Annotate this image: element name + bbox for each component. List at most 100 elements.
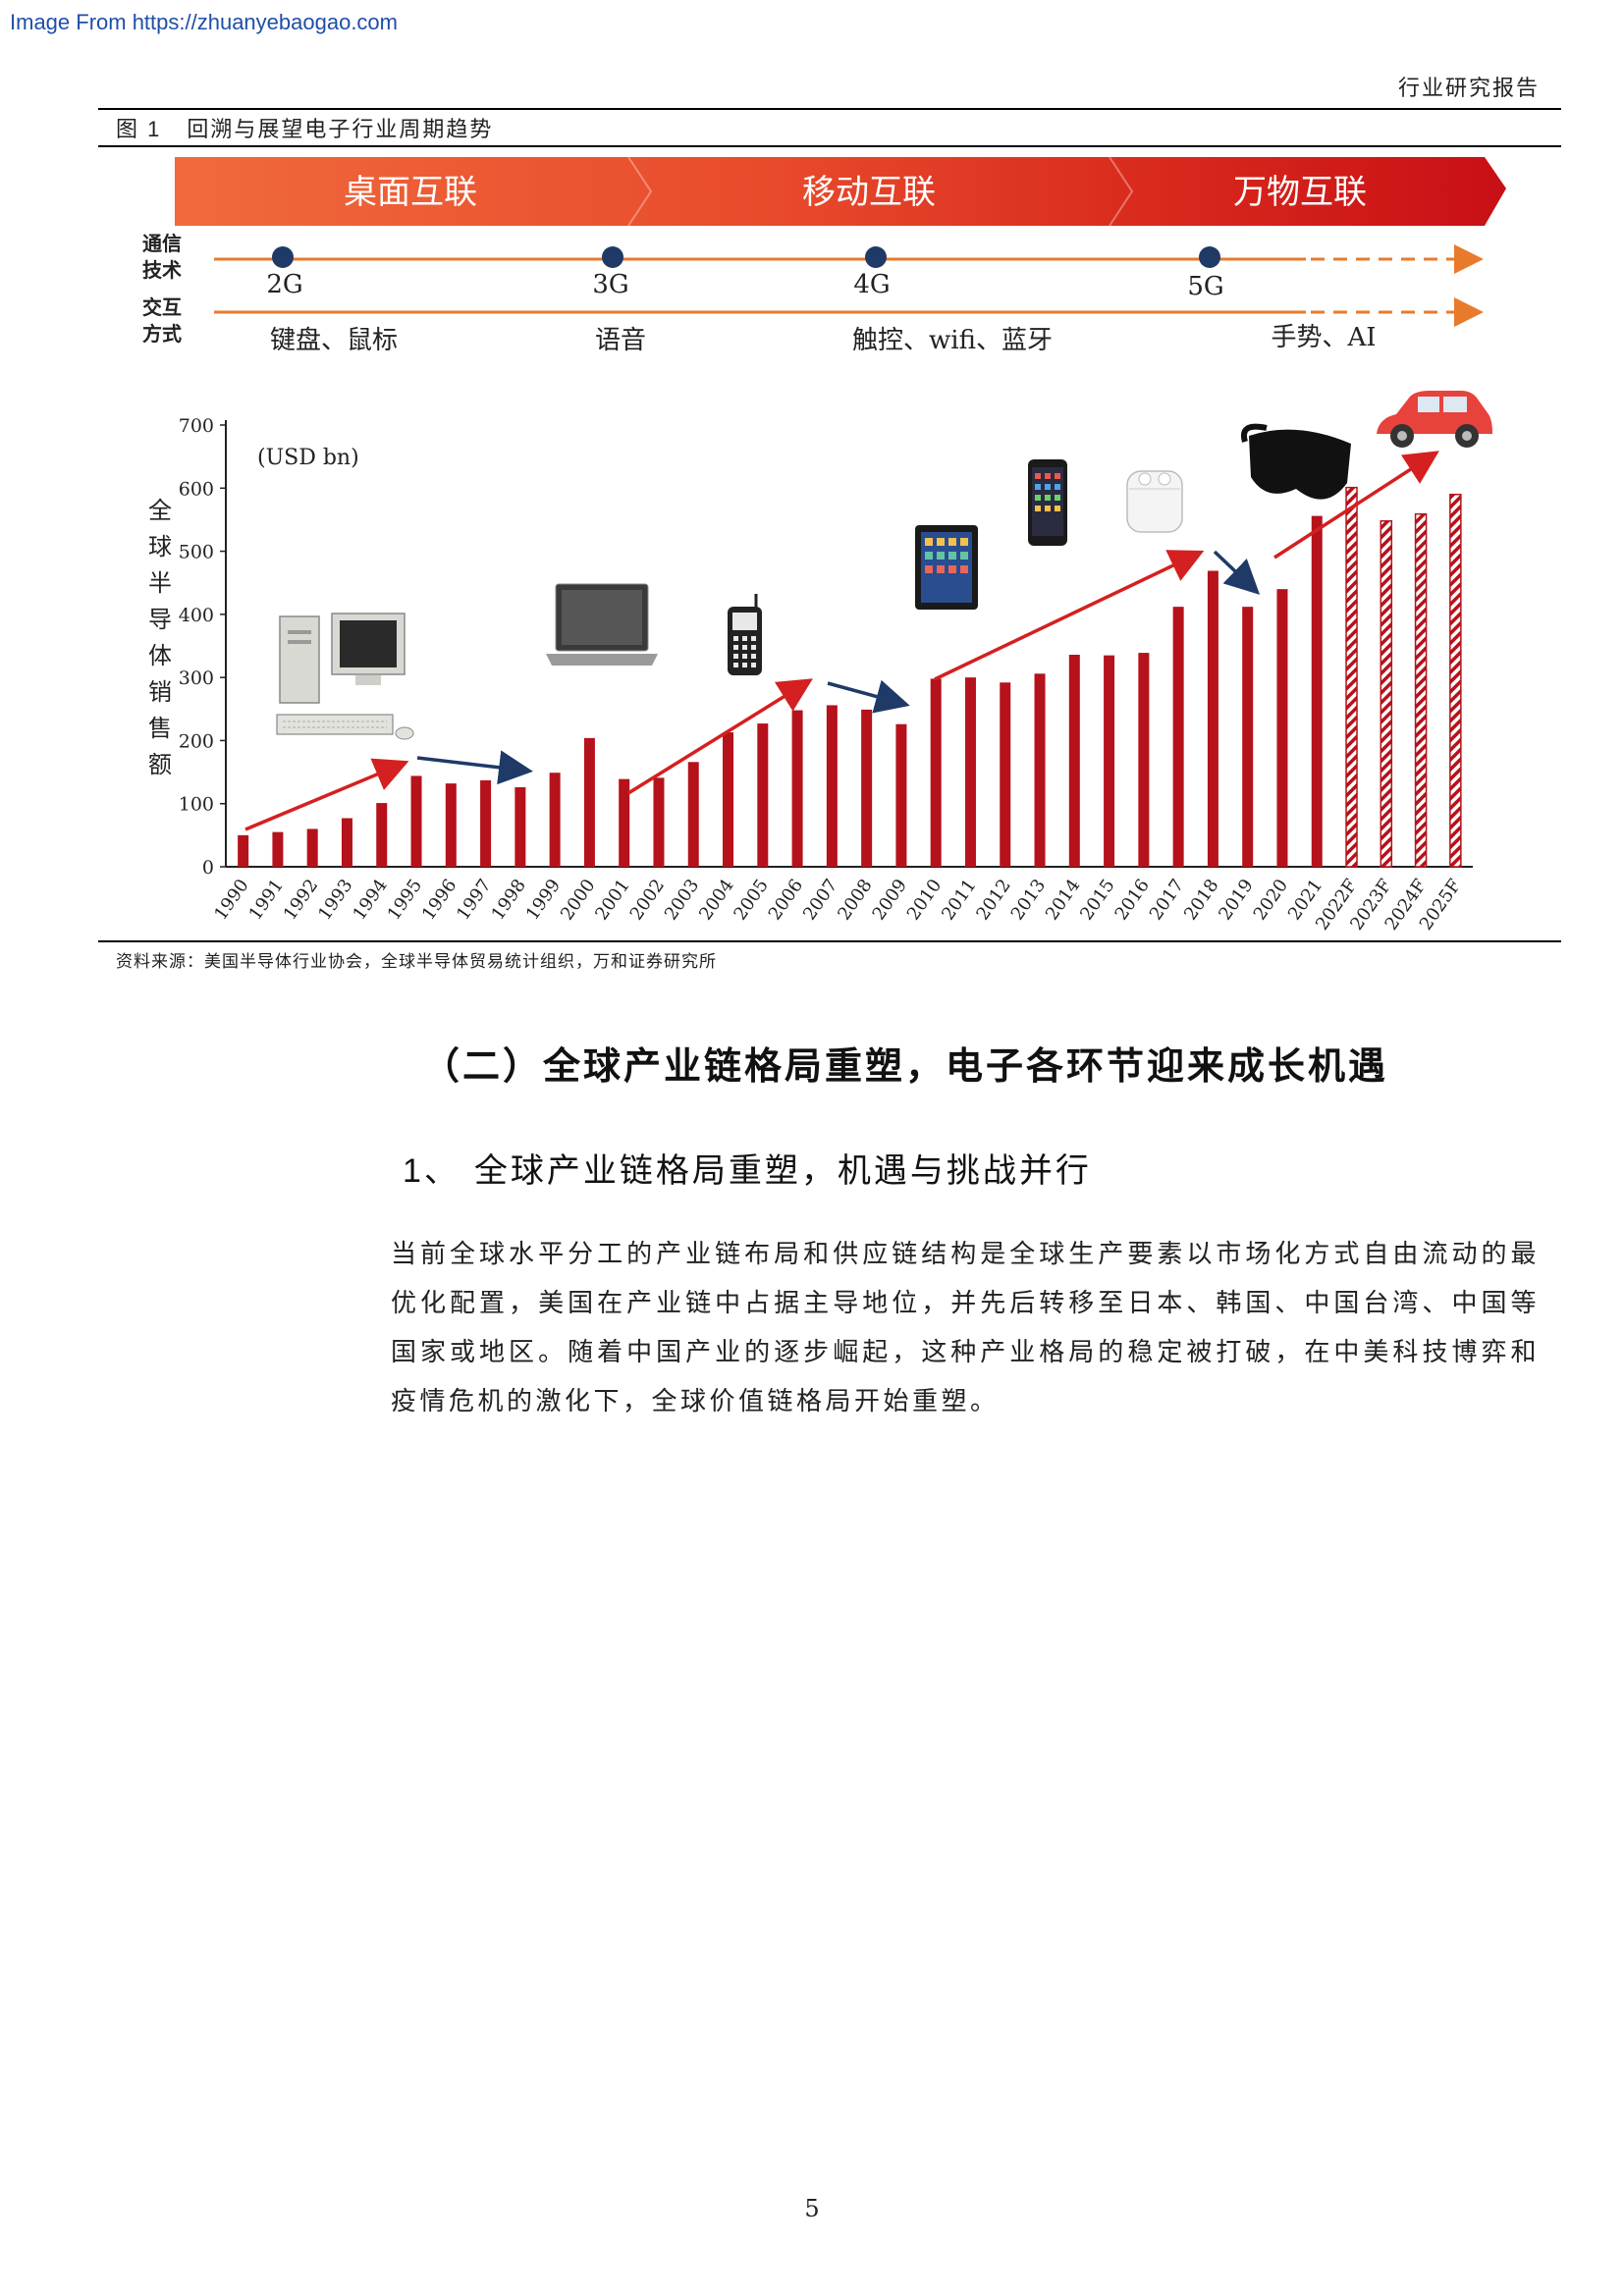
sales-bar bbox=[930, 678, 942, 867]
figure-source: 资料来源：美国半导体行业协会，全球半导体贸易统计组织，万和证券研究所 bbox=[116, 952, 717, 972]
svg-text:销: 销 bbox=[148, 678, 172, 706]
sales-bar bbox=[1207, 570, 1218, 867]
sales-bar bbox=[549, 773, 561, 867]
sales-bar bbox=[445, 783, 457, 867]
x-tick-label: 2018 bbox=[1180, 876, 1222, 925]
subsection-title: 1、 全球产业链格局重塑，机遇与挑战并行 bbox=[403, 1144, 1092, 1192]
header-rule bbox=[98, 108, 1561, 110]
y-tick-label: 200 bbox=[179, 730, 214, 752]
x-tick-label: 1991 bbox=[245, 876, 288, 925]
trend-arrow-down-3 bbox=[1213, 550, 1261, 595]
report-type-header: 行业研究报告 bbox=[1397, 77, 1540, 101]
desktop-pc-icon bbox=[276, 613, 414, 740]
x-tick-label: 1994 bbox=[349, 876, 391, 925]
forecast-bar bbox=[1449, 493, 1462, 868]
x-tick-label: 1995 bbox=[384, 876, 426, 925]
sales-bar bbox=[895, 723, 907, 867]
svg-text:额: 额 bbox=[148, 751, 172, 778]
x-tick-label: 2006 bbox=[765, 876, 807, 925]
forecast-bar bbox=[1345, 486, 1358, 868]
x-tick-label: 2005 bbox=[730, 876, 772, 925]
earbuds-icon bbox=[1126, 470, 1183, 533]
row-labels: 通信 技术 交互 方式 bbox=[142, 232, 182, 346]
y-axis-label: 全球半 导体销 售额 bbox=[148, 497, 172, 778]
x-tick-label: 1990 bbox=[210, 876, 252, 925]
x-tick-label: 2020 bbox=[1250, 876, 1292, 925]
subsection-text: 全球产业链格局重塑，机遇与挑战并行 bbox=[473, 1151, 1092, 1191]
trend-arrow-down-1 bbox=[416, 750, 533, 785]
sales-bar bbox=[791, 710, 803, 867]
y-tick-label: 500 bbox=[179, 542, 214, 563]
interact-label-line1: 交互 bbox=[142, 295, 182, 319]
sales-bar bbox=[480, 779, 492, 867]
sales-bar bbox=[964, 677, 976, 867]
svg-text:体: 体 bbox=[148, 642, 172, 669]
source-watermark[interactable]: Image From https://zhuanyebaogao.com bbox=[10, 10, 398, 34]
trend-arrow-down-2 bbox=[827, 679, 910, 714]
vr-headset-icon bbox=[1241, 423, 1351, 500]
x-tick-label: 1999 bbox=[522, 876, 565, 925]
svg-text:售: 售 bbox=[148, 715, 172, 742]
y-tick-label: 700 bbox=[179, 415, 214, 437]
forecast-bar bbox=[1414, 512, 1428, 868]
subsection-number: 1、 bbox=[403, 1152, 460, 1190]
x-tick-label: 1993 bbox=[314, 876, 356, 925]
laptop-icon bbox=[546, 583, 658, 666]
svg-text:导: 导 bbox=[148, 606, 172, 633]
y-tick-label: 600 bbox=[179, 478, 214, 500]
comm-tech-2g: 2G bbox=[266, 270, 302, 299]
x-tick-label: 1992 bbox=[280, 876, 322, 925]
figure-graphic: 桌面互联 移动互联 万物互联 通信 技术 交互 方式 2G 3G 4G 5G 键… bbox=[142, 156, 1506, 934]
x-tick-label: 1996 bbox=[418, 876, 460, 925]
interact-label-line2: 方式 bbox=[142, 322, 182, 346]
mobile-phone-icon bbox=[728, 594, 762, 675]
y-tick-label: 400 bbox=[179, 605, 214, 626]
sales-bar bbox=[583, 737, 595, 867]
interaction-timeline: 键盘、鼠标 语音 触控、wifi、蓝牙 手势、AI bbox=[214, 297, 1484, 355]
trend-arrow-up-1 bbox=[244, 758, 409, 831]
page-number: 5 bbox=[804, 2195, 820, 2222]
sales-bar bbox=[687, 762, 699, 867]
section-title: （二）全球产业链格局重塑，电子各环节迎来成长机遇 bbox=[422, 1043, 1389, 1088]
forecast-bar bbox=[1380, 519, 1393, 868]
car-icon bbox=[1377, 391, 1492, 448]
x-tick-label: 1997 bbox=[453, 876, 495, 925]
comm-label-line1: 通信 bbox=[142, 232, 182, 255]
x-tick-label: 2007 bbox=[799, 876, 841, 925]
x-tick-label: 1998 bbox=[487, 876, 529, 925]
y-tick-label: 100 bbox=[179, 794, 214, 816]
x-tick-label: 2003 bbox=[661, 876, 703, 925]
trend-arrows bbox=[244, 451, 1439, 831]
x-tick-label: 2017 bbox=[1146, 876, 1188, 925]
y-tick-label: 300 bbox=[179, 667, 214, 689]
figure-label: 图 1 bbox=[116, 117, 162, 141]
comm-tech-5g: 5G bbox=[1187, 272, 1223, 301]
x-tick-label: 2011 bbox=[938, 876, 980, 925]
era-label-mobile: 移动互联 bbox=[802, 173, 936, 212]
sales-bar bbox=[1276, 589, 1288, 867]
figure-title: 回溯与展望电子行业周期趋势 bbox=[187, 118, 494, 142]
era-label-desktop: 桌面互联 bbox=[344, 173, 477, 212]
trend-arrow-up-4 bbox=[1273, 451, 1439, 560]
sales-bar bbox=[826, 705, 838, 867]
comm-tech-3g: 3G bbox=[592, 270, 628, 299]
sales-bar bbox=[1242, 607, 1254, 867]
x-tick-label: 2019 bbox=[1215, 876, 1257, 925]
interaction-gesture-ai: 手势、AI bbox=[1271, 323, 1376, 352]
sales-bar bbox=[1311, 515, 1323, 867]
sales-bar bbox=[1034, 673, 1046, 867]
x-tick-label: 2008 bbox=[834, 876, 876, 925]
y-tick-label: 0 bbox=[202, 857, 214, 879]
svg-text:全: 全 bbox=[148, 497, 172, 524]
sales-bar bbox=[757, 723, 769, 867]
x-tick-label: 2000 bbox=[557, 876, 599, 925]
x-tick-label: 2013 bbox=[1007, 876, 1050, 925]
unit-label: (USD bn) bbox=[257, 446, 359, 470]
sales-bar bbox=[653, 777, 665, 867]
x-tick-label: 2010 bbox=[903, 876, 946, 925]
figure-top-rule bbox=[98, 145, 1561, 147]
x-tick-label: 2004 bbox=[695, 876, 737, 925]
x-tick-label: 2009 bbox=[869, 876, 911, 925]
x-tick-label: 2014 bbox=[1042, 876, 1084, 925]
sales-bar bbox=[861, 709, 873, 867]
